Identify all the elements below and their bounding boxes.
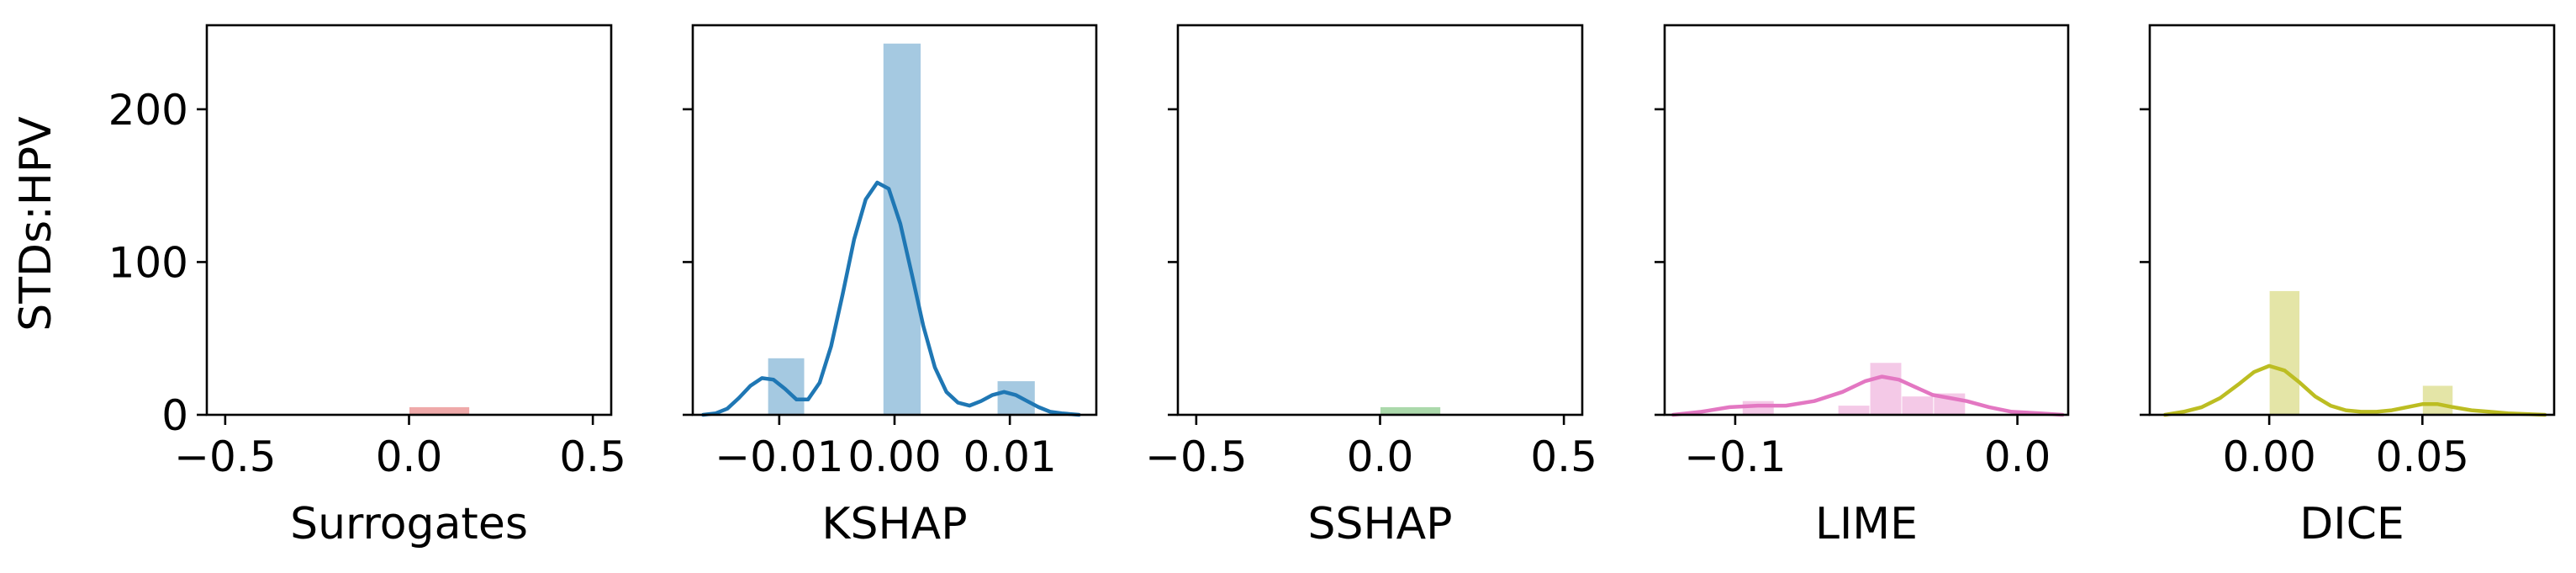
x-axis-label: LIME: [1815, 499, 1918, 549]
x-tick-label: −0.5: [1145, 432, 1247, 481]
histogram-bar: [1870, 363, 1902, 415]
axes-frame: [205, 24, 613, 416]
y-axis-label: STDs:HPV: [11, 116, 61, 332]
histogram-bar: [768, 358, 805, 415]
x-tick-label: −0.01: [715, 432, 843, 481]
x-tick-label: 0.5: [559, 432, 626, 481]
x-tick-label: 0.0: [376, 432, 443, 481]
subplot-dice: 0.00 0.05 DICE: [2140, 24, 2556, 549]
y-tick-label: 100: [108, 238, 188, 287]
y-tick-label: 200: [108, 86, 188, 135]
x-tick-label: 0.01: [963, 432, 1056, 481]
x-axis-label: DICE: [2299, 499, 2404, 549]
histogram-bar: [1902, 396, 1934, 415]
x-tick-label: 0.00: [2222, 432, 2315, 481]
axes-frame: [2148, 24, 2556, 416]
x-tick-label: 0.00: [847, 432, 941, 481]
axes-frame: [1663, 24, 2070, 416]
kde-line: [701, 180, 1081, 417]
axes-frame: [1176, 24, 1584, 416]
x-axis-label: KSHAP: [821, 499, 967, 549]
x-tick-label: 0.5: [1530, 432, 1597, 481]
x-tick-label: −0.5: [174, 432, 276, 481]
histogram-bar: [409, 406, 470, 415]
histogram-bar: [1838, 406, 1870, 415]
histogram-bar: [997, 381, 1035, 415]
kde-line: [2162, 363, 2547, 417]
subplot-lime: −0.1 0.0 LIME: [1655, 24, 2070, 549]
histogram-bar: [1380, 406, 1441, 415]
y-tick-label: 0: [161, 391, 188, 440]
x-axis-label: SSHAP: [1307, 499, 1452, 549]
x-tick-label: 0.0: [1984, 432, 2051, 481]
subplot-sshap: −0.5 0.0 0.5 SSHAP: [1145, 24, 1597, 549]
subplot-kshap: −0.01 0.00 0.01 KSHAP: [683, 24, 1098, 549]
histogram-bar: [2422, 385, 2453, 415]
x-axis-label: Surrogates: [290, 499, 528, 549]
subplot-surrogates: −0.5 0.0 0.5 0 100 200 Surrogates: [108, 24, 626, 549]
histogram-bar: [2269, 290, 2300, 415]
x-tick-label: −0.1: [1684, 432, 1786, 481]
x-tick-label: 0.05: [2376, 432, 2469, 481]
x-tick-label: 0.0: [1347, 432, 1414, 481]
kde-line: [1671, 374, 2065, 417]
